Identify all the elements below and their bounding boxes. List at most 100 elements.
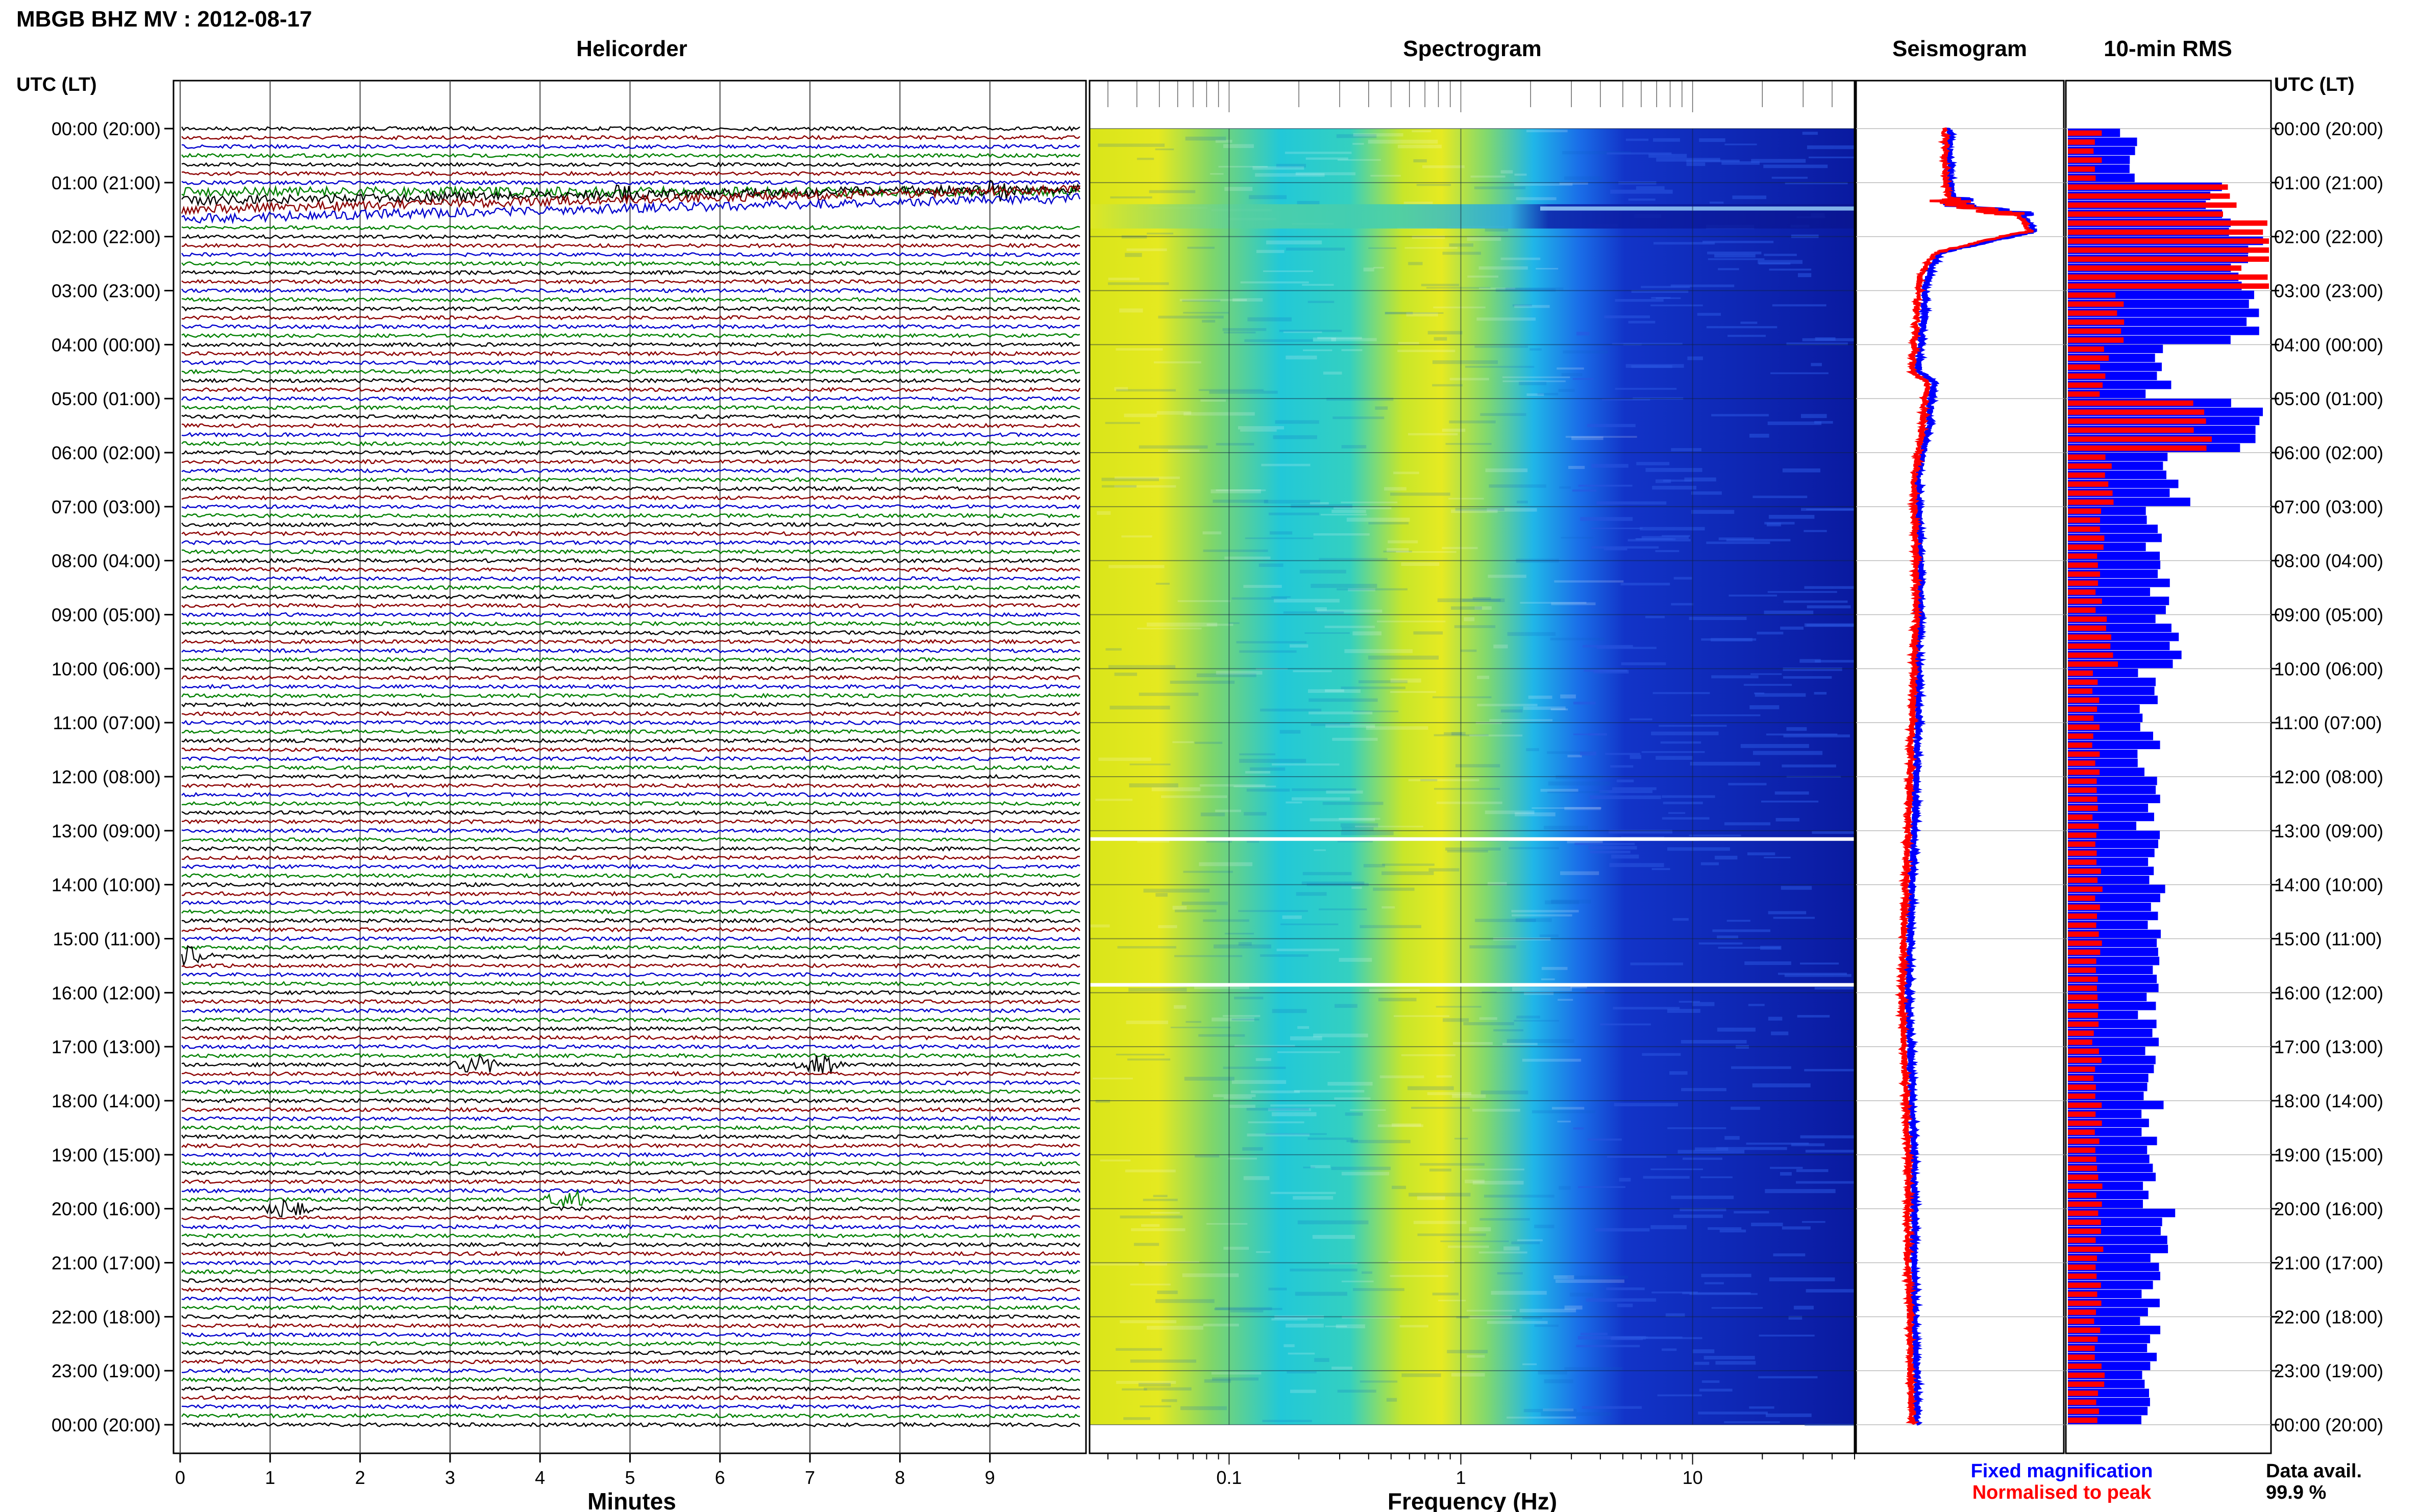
spectrogram-texture	[1507, 1039, 1574, 1043]
rms-bar-normalised	[2068, 1048, 2099, 1054]
spectrogram-texture	[1360, 1380, 1398, 1383]
spectrogram-texture	[1307, 301, 1335, 303]
helicorder-trace	[181, 945, 1080, 951]
spectrogram-texture	[1151, 787, 1201, 791]
rms-bar-normalised	[2068, 1075, 2094, 1081]
spectrogram-texture	[1265, 1133, 1327, 1135]
spectrogram-texture	[1691, 714, 1761, 716]
spectrogram-texture	[1279, 730, 1301, 734]
spectrogram-texture	[1325, 689, 1344, 692]
helicorder-trace	[181, 143, 1080, 150]
seismogram-title: Seismogram	[1892, 36, 2027, 61]
spectrogram-texture	[1177, 600, 1231, 602]
spectrogram-texture	[1138, 1382, 1171, 1387]
spectrogram-texture	[1105, 422, 1140, 424]
spectrogram-texture	[1270, 1192, 1336, 1194]
spectrogram-texture	[1543, 1408, 1574, 1411]
spectrogram-texture	[1179, 299, 1247, 302]
spectrogram-texture	[1334, 1097, 1371, 1100]
rms-bar-normalised	[2068, 787, 2097, 793]
rms-bar-normalised	[2068, 481, 2109, 487]
spectrogram-texture	[1252, 166, 1304, 170]
spectrogram-texture	[1158, 315, 1224, 319]
spectrogram-texture	[1667, 847, 1730, 851]
spectrogram-texture	[1814, 421, 1833, 424]
spectrogram-texture	[1147, 622, 1218, 627]
spectrogram-texture	[1797, 273, 1812, 278]
spectrogram-texture	[1516, 558, 1559, 563]
spectrogram-texture	[1708, 258, 1765, 260]
spectrogram-texture	[1727, 335, 1766, 337]
spectrogram-texture	[1119, 308, 1143, 313]
rms-bar-normalised	[2068, 184, 2228, 190]
spectrogram-texture	[1697, 313, 1721, 316]
spectrogram-texture	[1800, 414, 1827, 418]
spectrogram-texture	[1536, 268, 1559, 270]
spectrogram-texture	[1238, 910, 1308, 912]
rms-bar-normalised	[2068, 922, 2096, 928]
spectrogram-texture	[1406, 312, 1438, 317]
rms-bar-normalised	[2068, 724, 2100, 730]
rms-bar-normalised	[2068, 760, 2095, 766]
spectrogram-texture	[1808, 156, 1872, 159]
rms-bar-normalised	[2068, 436, 2212, 442]
spectrogram-texture	[1273, 435, 1317, 439]
spectrogram-texture	[1108, 665, 1176, 669]
spectrogram-texture	[1480, 413, 1526, 416]
spectrogram-texture	[1662, 817, 1710, 820]
rms-bar-normalised	[2068, 976, 2098, 982]
spectrogram-texture	[1565, 436, 1637, 438]
rms-bar-normalised	[2068, 589, 2096, 595]
helicorder-trace	[181, 1116, 1080, 1122]
helicorder-trace	[181, 981, 1080, 987]
spectrogram-texture	[1534, 1324, 1559, 1327]
spectrogram-texture	[1804, 530, 1827, 532]
rms-bar-normalised	[2068, 688, 2093, 694]
helicorder-trace	[181, 557, 1080, 564]
spectrogram-texture	[1172, 741, 1194, 743]
spectrogram-texture	[1550, 708, 1568, 711]
spectrogram-texture	[1393, 472, 1419, 475]
spectrogram-texture	[1436, 801, 1502, 804]
spectrogram-texture	[1245, 771, 1271, 774]
rms-bar-normalised	[2068, 337, 2124, 343]
spectrogram-texture	[1271, 1112, 1317, 1117]
spectrogram-texture	[1534, 1224, 1554, 1228]
spectrogram-texture	[1698, 942, 1743, 945]
spectrogram-texture	[1268, 1287, 1287, 1291]
rms-bar-normalised	[2068, 193, 2230, 199]
spectrogram-texture	[1231, 1080, 1287, 1084]
helicorder-trace	[181, 184, 1081, 216]
spectrogram-texture	[1398, 342, 1419, 345]
helicorder-trace	[181, 1278, 1080, 1284]
spectrogram-texture	[1782, 764, 1836, 767]
spectrogram-texture	[1271, 596, 1291, 598]
spectrogram-texture	[1799, 659, 1821, 663]
left-hour-label: 00:00 (20:00)	[52, 118, 161, 139]
helicorder-trace	[181, 1377, 1080, 1383]
right-hour-label: 17:00 (13:00)	[2274, 1036, 2383, 1057]
spectrogram-texture	[1442, 428, 1466, 432]
spectrogram-texture	[1474, 606, 1492, 610]
spectrogram-texture	[1655, 479, 1671, 483]
spectrogram-texture	[1379, 1075, 1424, 1078]
spectrogram-texture	[1465, 365, 1535, 368]
spectrogram-texture	[1210, 173, 1224, 175]
spectrogram-texture	[1783, 667, 1842, 671]
spectrogram-texture	[1350, 1139, 1411, 1144]
spectrogram-texture	[1763, 164, 1828, 168]
spectrogram-texture	[1480, 1090, 1528, 1095]
helicorder-trace	[181, 945, 1080, 968]
helicorder-trace	[181, 1341, 1080, 1347]
helicorder-trace	[181, 287, 1080, 293]
spectrogram-texture	[1116, 1348, 1163, 1351]
spectrogram-texture	[1607, 152, 1672, 155]
spectrogram-texture	[1751, 159, 1806, 163]
spectrogram-texture	[1194, 741, 1223, 744]
spectrogram-texture	[1234, 1045, 1295, 1047]
spectrogram-texture	[1105, 648, 1122, 651]
spectrogram-texture	[1341, 1172, 1390, 1176]
rms-bar-normalised	[2068, 598, 2102, 604]
helicorder-trace	[181, 584, 1080, 590]
